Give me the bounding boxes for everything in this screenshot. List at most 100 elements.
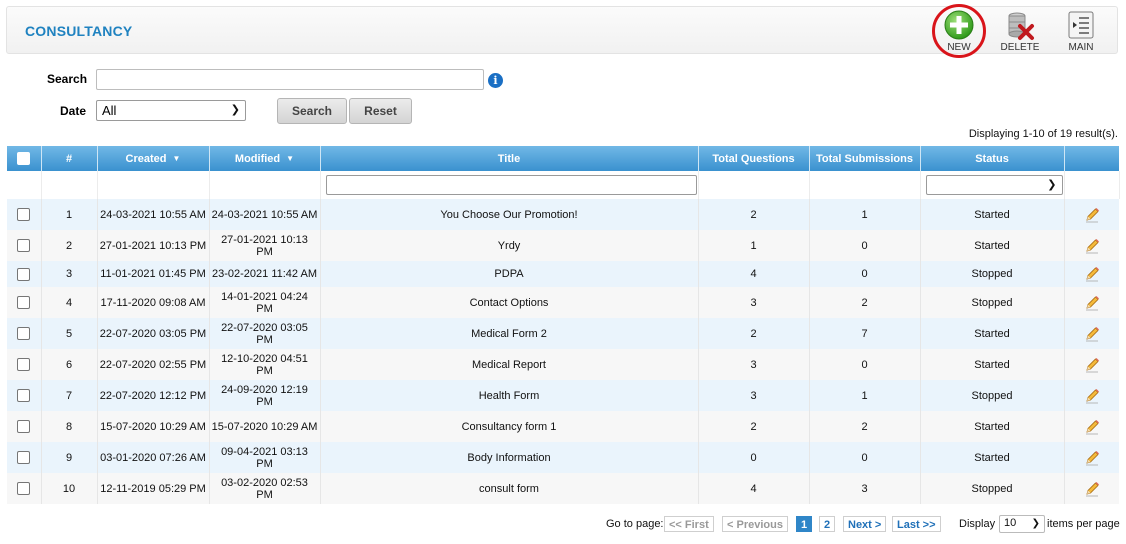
col-total-questions[interactable]: Total Questions bbox=[698, 146, 810, 171]
cell-title: Yrdy bbox=[320, 230, 699, 261]
pencil-icon[interactable] bbox=[1084, 388, 1100, 404]
cell-modified: 09-04-2021 03:13 PM bbox=[209, 442, 321, 473]
cell-submissions: 2 bbox=[809, 411, 921, 442]
table-row[interactable]: 7 22-07-2020 12:12 PM 24-09-2020 12:19 PM H… bbox=[7, 380, 1119, 411]
col-number: # bbox=[41, 146, 98, 171]
last-page-button[interactable]: Last >> bbox=[892, 516, 941, 532]
pencil-icon[interactable] bbox=[1084, 238, 1100, 254]
col-modified[interactable]: Modified ▼ bbox=[209, 146, 321, 171]
cell-number: 6 bbox=[41, 349, 98, 380]
row-checkbox[interactable] bbox=[17, 208, 31, 221]
col-created[interactable]: Created ▼ bbox=[97, 146, 210, 171]
table-row[interactable]: 5 22-07-2020 03:05 PM 22-07-2020 03:05 PM M… bbox=[7, 318, 1119, 349]
row-checkbox[interactable] bbox=[17, 358, 31, 371]
cell-submissions: 0 bbox=[809, 349, 921, 380]
cell-title: Medical Form 2 bbox=[320, 318, 699, 349]
cell-number: 7 bbox=[41, 380, 98, 411]
table-row[interactable]: 1 24-03-2021 10:55 AM 24-03-2021 10:55 AM Y… bbox=[7, 199, 1119, 230]
pencil-icon[interactable] bbox=[1084, 357, 1100, 373]
table-row[interactable]: 9 03-01-2020 07:26 AM 09-04-2021 03:13 PM B… bbox=[7, 442, 1119, 473]
table-row[interactable]: 2 27-01-2021 10:13 PM 27-01-2021 10:13 PM Y… bbox=[7, 230, 1119, 261]
main-button-label: MAIN bbox=[1068, 42, 1094, 53]
cell-created: 22-07-2020 02:55 PM bbox=[97, 349, 210, 380]
cell-submissions: 3 bbox=[809, 473, 921, 504]
cell-submissions: 0 bbox=[809, 230, 921, 261]
new-button-label: NEW bbox=[947, 42, 971, 53]
next-page-button[interactable]: Next > bbox=[843, 516, 887, 532]
cell-number: 2 bbox=[41, 230, 98, 261]
row-checkbox[interactable] bbox=[17, 267, 31, 281]
pencil-icon[interactable] bbox=[1084, 481, 1100, 497]
table-row[interactable]: 8 15-07-2020 10:29 AM 15-07-2020 10:29 AM C… bbox=[7, 411, 1119, 442]
first-page-button[interactable]: << First bbox=[664, 516, 714, 532]
col-total-submissions[interactable]: Total Submissions bbox=[809, 146, 921, 171]
main-button[interactable]: MAIN bbox=[1055, 9, 1107, 53]
chevron-down-icon: ❯ bbox=[1031, 518, 1040, 529]
results-count: Displaying 1-10 of 19 result(s). bbox=[968, 128, 1118, 140]
cell-modified: 15-07-2020 10:29 AM bbox=[209, 411, 321, 442]
search-input[interactable] bbox=[96, 69, 484, 90]
highlight-ring bbox=[932, 4, 986, 58]
status-filter-select[interactable]: ❯ bbox=[925, 175, 1063, 195]
cell-number: 10 bbox=[41, 473, 98, 504]
new-button[interactable]: NEW bbox=[933, 9, 985, 53]
cell-questions: 2 bbox=[698, 411, 810, 442]
previous-page-button[interactable]: < Previous bbox=[722, 516, 788, 532]
table-row[interactable]: 4 17-11-2020 09:08 AM 14-01-2021 04:24 PM C… bbox=[7, 287, 1119, 318]
cell-edit bbox=[1064, 380, 1119, 411]
row-checkbox-cell bbox=[7, 442, 42, 473]
col-title[interactable]: Title bbox=[320, 146, 699, 171]
page-2-button[interactable]: 2 bbox=[819, 516, 836, 532]
title-filter-input[interactable] bbox=[325, 175, 697, 195]
cell-edit bbox=[1064, 318, 1119, 349]
cell-status: Started bbox=[920, 349, 1065, 380]
pencil-icon[interactable] bbox=[1084, 419, 1100, 435]
row-checkbox-cell bbox=[7, 411, 42, 442]
cell-questions: 4 bbox=[698, 473, 810, 504]
cell-status: Stopped bbox=[920, 380, 1065, 411]
pencil-icon[interactable] bbox=[1084, 207, 1100, 223]
cell-created: 12-11-2019 05:29 PM bbox=[97, 473, 210, 504]
cell-edit bbox=[1064, 287, 1119, 318]
col-status[interactable]: Status bbox=[920, 146, 1065, 171]
row-checkbox[interactable] bbox=[17, 327, 31, 340]
row-checkbox[interactable] bbox=[17, 420, 31, 433]
row-checkbox[interactable] bbox=[17, 482, 31, 495]
row-checkbox-cell bbox=[7, 349, 42, 380]
col-modified-label: Modified bbox=[234, 152, 281, 165]
pencil-icon[interactable] bbox=[1084, 266, 1100, 282]
date-select[interactable]: All ❯ bbox=[96, 100, 246, 121]
row-checkbox[interactable] bbox=[17, 239, 31, 252]
row-checkbox[interactable] bbox=[17, 389, 31, 402]
cell-number: 9 bbox=[41, 442, 98, 473]
per-page-select[interactable]: 10 ❯ bbox=[999, 515, 1045, 533]
search-button[interactable]: Search bbox=[277, 98, 347, 124]
table-row[interactable]: 10 12-11-2019 05:29 PM 03-02-2020 02:53 PM… bbox=[7, 473, 1119, 504]
reset-button[interactable]: Reset bbox=[349, 98, 412, 124]
cell-submissions: 0 bbox=[809, 442, 921, 473]
table-row[interactable]: 3 11-01-2021 01:45 PM 23-02-2021 11:42 AM P… bbox=[7, 261, 1119, 287]
row-checkbox-cell bbox=[7, 230, 42, 261]
delete-button-label: DELETE bbox=[1000, 42, 1040, 53]
table-row[interactable]: 6 22-07-2020 02:55 PM 12-10-2020 04:51 PM M… bbox=[7, 349, 1119, 380]
cell-created: 24-03-2021 10:55 AM bbox=[97, 199, 210, 230]
sort-down-icon: ▼ bbox=[172, 153, 181, 163]
cell-created: 17-11-2020 09:08 AM bbox=[97, 287, 210, 318]
page-1-button[interactable]: 1 bbox=[796, 516, 813, 532]
cell-title: consult form bbox=[320, 473, 699, 504]
info-icon[interactable]: i bbox=[488, 73, 503, 88]
select-all-checkbox[interactable] bbox=[17, 152, 31, 165]
row-checkbox-cell bbox=[7, 199, 42, 230]
cell-submissions: 7 bbox=[809, 318, 921, 349]
cell-status: Stopped bbox=[920, 261, 1065, 287]
pencil-icon[interactable] bbox=[1084, 326, 1100, 342]
pencil-icon[interactable] bbox=[1084, 450, 1100, 466]
cell-modified: 22-07-2020 03:05 PM bbox=[209, 318, 321, 349]
delete-button[interactable]: DELETE bbox=[994, 9, 1046, 53]
cell-status: Started bbox=[920, 411, 1065, 442]
row-checkbox[interactable] bbox=[17, 451, 31, 464]
cell-created: 22-07-2020 12:12 PM bbox=[97, 380, 210, 411]
row-checkbox[interactable] bbox=[17, 296, 31, 309]
pencil-icon[interactable] bbox=[1084, 295, 1100, 311]
toolbar-header: CONSULTANCY NEW DELETE bbox=[6, 4, 1118, 58]
